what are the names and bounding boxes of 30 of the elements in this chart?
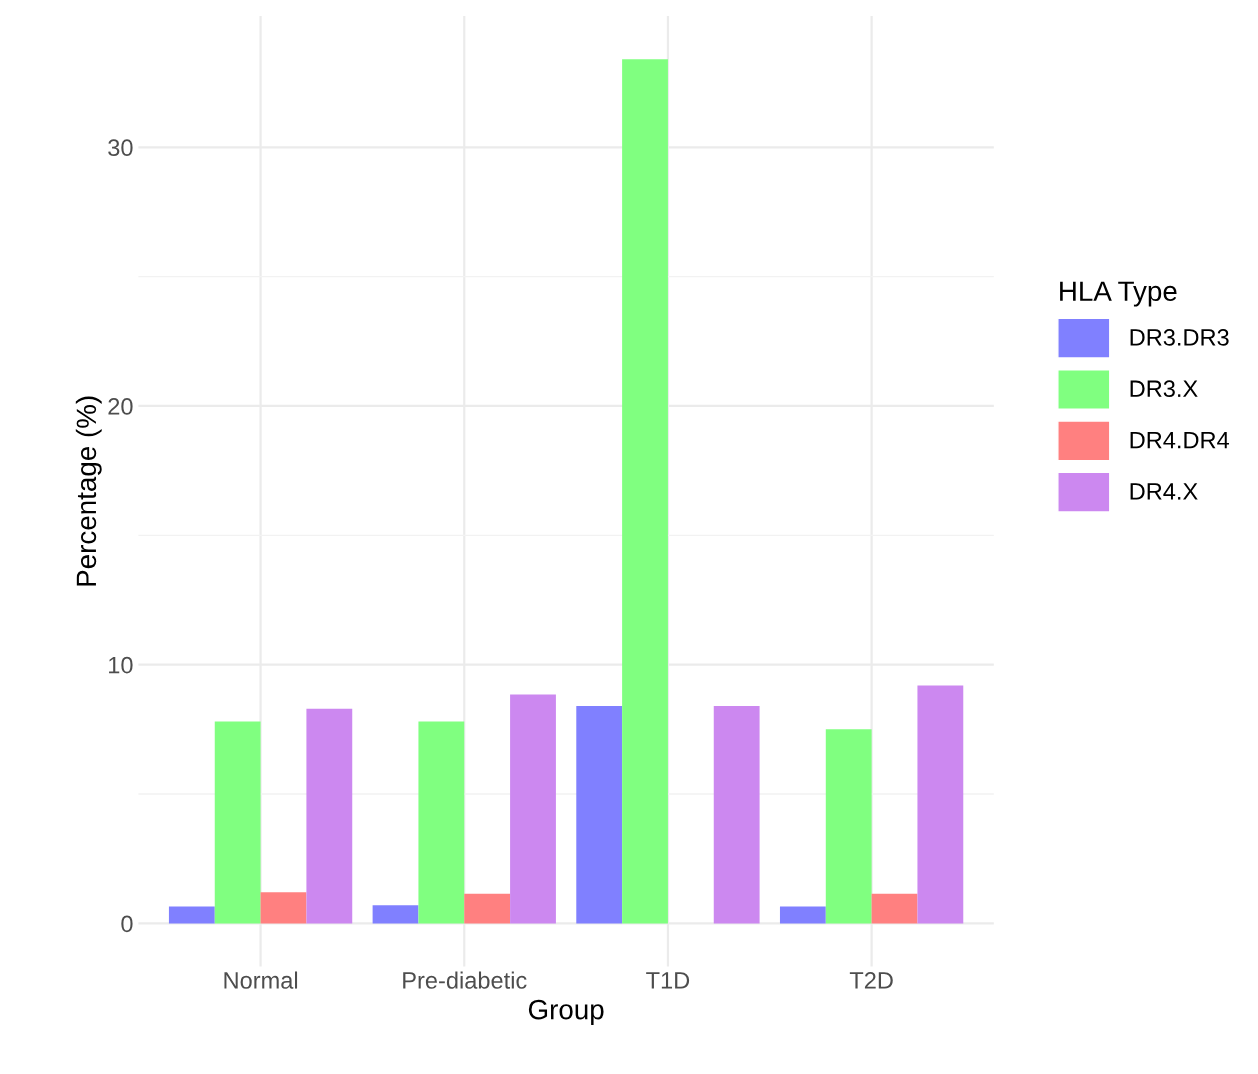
legend-label: DR4.DR4 xyxy=(1130,431,1230,449)
x-tick-label: T2D xyxy=(849,972,893,989)
bar xyxy=(713,706,760,924)
bar xyxy=(260,892,307,924)
bar xyxy=(168,906,215,924)
bar xyxy=(825,729,872,924)
legend-label: DR3.DR3 xyxy=(1130,329,1229,346)
y-tick-label: 20 xyxy=(108,398,133,415)
bar xyxy=(779,906,826,924)
legend-label: DR3.X xyxy=(1130,380,1198,398)
bar xyxy=(510,694,556,924)
bar xyxy=(418,721,465,924)
x-tick-label: T1D xyxy=(646,972,690,989)
y-tick-label: 0 xyxy=(121,915,133,933)
bar xyxy=(372,905,419,924)
bar xyxy=(306,708,353,924)
bar xyxy=(917,685,964,924)
x-axis-title: Group xyxy=(528,999,604,1025)
y-tick-label: 30 xyxy=(108,139,133,157)
y-axis-title: Percentage (%) xyxy=(75,396,102,586)
bar xyxy=(214,721,261,924)
bar xyxy=(464,893,511,924)
legend-title: HLA Type xyxy=(1060,281,1177,307)
bar xyxy=(576,706,623,924)
x-tick-label: Pre-diabetic xyxy=(403,971,527,989)
bar xyxy=(622,59,668,924)
y-tick-label: 10 xyxy=(109,656,133,674)
legend-label: DR4.X xyxy=(1130,483,1198,500)
bar xyxy=(871,893,918,924)
x-tick-label: Normal xyxy=(224,971,298,989)
